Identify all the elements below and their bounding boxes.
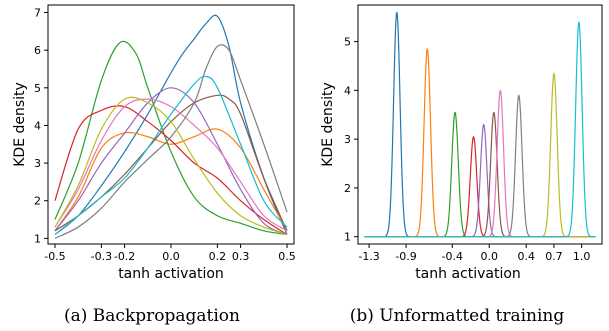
y-axis-label-b: KDE density	[320, 82, 336, 167]
kde-curve-a-2	[54, 128, 288, 232]
kde-curve-a-7	[54, 98, 288, 232]
x-axis-label-b: tanh activation	[415, 266, 521, 282]
kde-peak-b-10	[364, 21, 596, 238]
y-tick-label: 5	[344, 36, 351, 49]
x-tick-label: -0.3	[91, 250, 112, 263]
x-ticks-a: -0.5 -0.3 -0.2 0.0 0.2 0.3 0.5	[44, 244, 296, 263]
x-tick-label: 1.0	[573, 250, 591, 263]
kde-curve-a-3	[54, 40, 288, 236]
x-axis-label-a: tanh activation	[118, 266, 224, 282]
kde-curve-a-10	[54, 75, 288, 236]
kde-peak-b-9	[364, 72, 596, 238]
x-tick-label: 0.4	[517, 250, 535, 263]
y-tick-label: 2	[344, 182, 351, 195]
caption-a: (a) Backpropagation	[64, 306, 240, 326]
x-tick-label: -0.4	[442, 250, 463, 263]
y-tick-label: 1	[344, 231, 351, 244]
panel-backpropagation: -0.5 -0.3 -0.2 0.0 0.2 0.3 0.5 1 2 3 4 5 6 7 tanh ac…	[12, 4, 296, 326]
kde-curve-a-9	[54, 96, 288, 236]
y-tick-label: 1	[34, 232, 41, 245]
kde-curve-a-4	[54, 105, 288, 236]
y-tick-label: 7	[34, 7, 41, 20]
series-group-a	[54, 14, 288, 239]
x-tick-label: -0.9	[395, 250, 416, 263]
y-axis-label-a: KDE density	[12, 82, 28, 167]
series-group-b	[364, 11, 596, 238]
x-tick-label: -0.2	[114, 250, 135, 263]
kde-curve-a-5	[54, 87, 288, 236]
kde-peak-b-1	[364, 11, 596, 238]
x-tick-label: 0.3	[232, 250, 250, 263]
x-tick-label: 0.7	[545, 250, 563, 263]
x-ticks-b: -1.3 -0.9 -0.4 0.0 0.4 0.7 1.0	[358, 244, 590, 263]
y-tick-label: 6	[34, 44, 41, 57]
y-tick-label: 4	[34, 119, 41, 132]
y-ticks-b: 1 2 3 4 5	[344, 36, 358, 244]
x-tick-label: 0.5	[278, 250, 296, 263]
y-tick-label: 2	[34, 195, 41, 208]
y-tick-label: 3	[344, 133, 351, 146]
x-tick-label: -1.3	[358, 250, 379, 263]
plot-frame-b	[357, 4, 603, 245]
y-tick-label: 4	[344, 84, 351, 97]
x-tick-label: 0.0	[480, 250, 498, 263]
x-tick-label: 0.0	[162, 250, 180, 263]
x-tick-label: -0.5	[44, 250, 65, 263]
y-ticks-a: 1 2 3 4 5 6 7	[34, 7, 48, 245]
x-tick-label: 0.2	[209, 250, 227, 263]
y-tick-label: 3	[34, 157, 41, 170]
caption-b: (b) Unformatted training	[350, 306, 565, 326]
kde-curve-a-8	[54, 44, 288, 239]
y-tick-label: 5	[34, 82, 41, 95]
panel-unformatted-training: -1.3 -0.9 -0.4 0.0 0.4 0.7 1.0 1 2 3 4 5 tanh acti…	[320, 4, 603, 326]
kde-curve-a-1	[54, 14, 288, 236]
